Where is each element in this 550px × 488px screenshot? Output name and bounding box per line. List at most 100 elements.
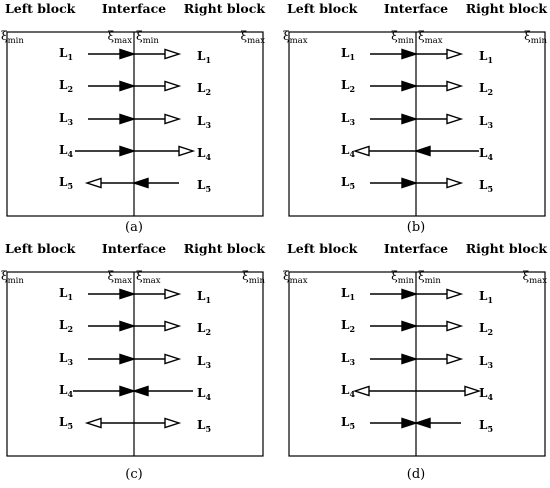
line-row-L3: L3 L3 xyxy=(341,351,493,370)
left-line-label: L4 xyxy=(341,383,355,399)
right-segment-arrow xyxy=(134,80,182,92)
open-arrowhead-icon xyxy=(164,288,182,300)
left-segment-arrow xyxy=(88,320,137,332)
right-segment-arrow xyxy=(131,385,193,397)
left-line-label: L3 xyxy=(59,111,73,127)
filled-arrowhead-icon xyxy=(413,417,431,429)
filled-arrowhead-icon xyxy=(119,288,137,300)
line-row-L3: L3 L3 xyxy=(59,351,211,370)
filled-arrowhead-icon xyxy=(413,145,431,157)
line-row-L1: L1 L1 xyxy=(59,46,211,65)
panel-caption: (b) xyxy=(407,220,425,235)
panel-frame xyxy=(288,31,546,217)
right-line-label: L3 xyxy=(197,354,211,370)
panel-frame xyxy=(288,271,546,457)
open-arrowhead-icon xyxy=(178,145,196,157)
filled-arrowhead-icon xyxy=(131,177,149,189)
panel-caption: (d) xyxy=(407,467,425,482)
open-arrowhead-icon xyxy=(464,385,482,397)
right-line-label: L1 xyxy=(479,289,493,305)
left-line-label: L4 xyxy=(59,383,73,399)
left-line-label: L3 xyxy=(59,351,73,367)
left-block-header: Left block xyxy=(5,241,76,256)
left-segment-arrow xyxy=(75,145,137,157)
right-segment-arrow xyxy=(131,177,179,189)
open-arrowhead-icon xyxy=(164,320,182,332)
filled-arrowhead-icon xyxy=(401,80,419,92)
xi-interface-left-label: ξmax xyxy=(107,29,132,46)
right-block-header: Right block xyxy=(184,241,266,256)
line-row-L2: L2 L2 xyxy=(341,318,493,337)
line-row-L5: L5 L5 xyxy=(341,415,493,434)
filled-arrowhead-icon xyxy=(401,48,419,60)
line-row-L1: L1 L1 xyxy=(59,286,211,305)
left-segment-arrow xyxy=(370,417,419,429)
line-row-L2: L2 L2 xyxy=(341,78,493,97)
left-line-label: L2 xyxy=(59,78,73,94)
right-segment-arrow xyxy=(416,48,464,60)
left-segment-arrow xyxy=(370,353,419,365)
filled-arrowhead-icon xyxy=(401,113,419,125)
left-segment-arrow xyxy=(370,80,419,92)
right-segment-arrow xyxy=(134,145,196,157)
right-block-header: Right block xyxy=(184,1,266,16)
open-arrowhead-icon xyxy=(446,353,464,365)
right-segment-arrow xyxy=(134,288,182,300)
filled-arrowhead-icon xyxy=(401,353,419,365)
filled-arrowhead-icon xyxy=(401,320,419,332)
filled-arrowhead-icon xyxy=(119,145,137,157)
left-line-label: L4 xyxy=(341,143,355,159)
open-arrowhead-icon xyxy=(352,385,370,397)
line-row-L2: L2 L2 xyxy=(59,78,211,97)
left-segment-arrow xyxy=(370,48,419,60)
right-segment-arrow xyxy=(134,113,182,125)
xi-interface-right-label: ξmax xyxy=(136,269,161,286)
right-segment-arrow xyxy=(416,288,464,300)
xi-interface-left-label: ξmax xyxy=(107,269,132,286)
open-arrowhead-icon xyxy=(164,417,182,429)
left-segment-arrow xyxy=(370,288,419,300)
xi-left-edge-label: ξmin xyxy=(1,269,24,286)
open-arrowhead-icon xyxy=(164,113,182,125)
right-segment-arrow xyxy=(416,320,464,332)
left-line-label: L4 xyxy=(59,143,73,159)
xi-right-edge-label: ξmax xyxy=(522,269,547,286)
panel-frame xyxy=(6,31,264,217)
left-line-label: L5 xyxy=(341,415,355,431)
left-segment-arrow xyxy=(73,385,137,397)
left-line-label: L3 xyxy=(341,111,355,127)
filled-arrowhead-icon xyxy=(119,80,137,92)
left-line-label: L3 xyxy=(341,351,355,367)
right-segment-arrow xyxy=(416,113,464,125)
right-segment-arrow xyxy=(134,48,182,60)
right-line-label: L5 xyxy=(197,178,211,194)
filled-arrowhead-icon xyxy=(119,113,137,125)
filled-arrowhead-icon xyxy=(119,48,137,60)
right-line-label: L3 xyxy=(197,114,211,130)
left-line-label: L2 xyxy=(59,318,73,334)
left-segment-arrow xyxy=(370,113,419,125)
panel-caption: (c) xyxy=(125,467,142,482)
line-row-L5: L5 L5 xyxy=(59,415,211,434)
panel-frame xyxy=(6,271,264,457)
right-line-label: L4 xyxy=(197,386,211,402)
right-line-label: L5 xyxy=(197,418,211,434)
right-segment-arrow xyxy=(413,417,461,429)
open-arrowhead-icon xyxy=(352,145,370,157)
xi-interface-right-label: ξmax xyxy=(418,29,443,46)
left-line-label: L1 xyxy=(59,286,73,302)
filled-arrowhead-icon xyxy=(401,417,419,429)
open-arrowhead-icon xyxy=(84,417,102,429)
right-block-header: Right block xyxy=(466,1,548,16)
interface-header: Interface xyxy=(102,241,166,256)
open-arrowhead-icon xyxy=(446,48,464,60)
left-segment-arrow xyxy=(352,145,416,157)
left-line-label: L2 xyxy=(341,78,355,94)
line-row-L4: L4 L4 xyxy=(59,383,211,402)
open-arrowhead-icon xyxy=(164,80,182,92)
right-line-label: L4 xyxy=(479,386,493,402)
filled-arrowhead-icon xyxy=(119,353,137,365)
line-row-L5: L5 L5 xyxy=(59,175,211,194)
xi-interface-left-label: ξmin xyxy=(391,29,414,46)
